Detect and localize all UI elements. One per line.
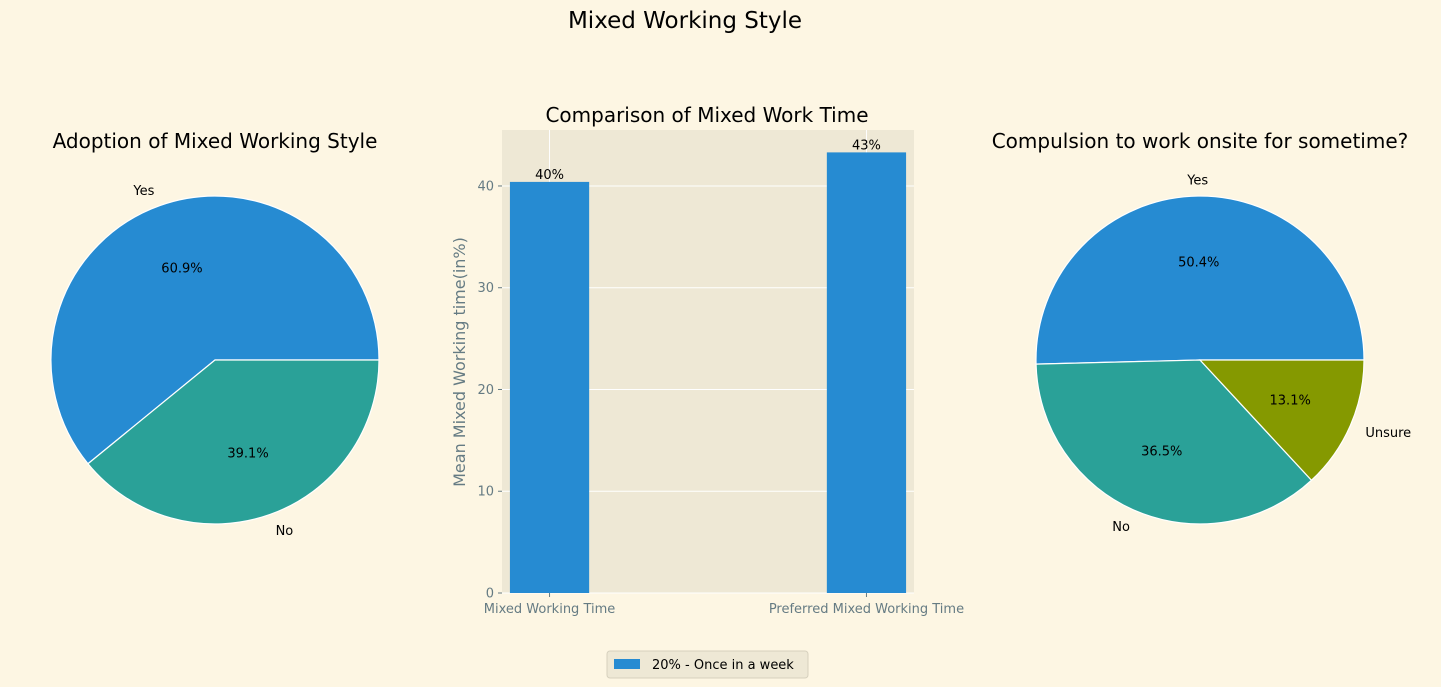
legend-swatch	[614, 659, 640, 669]
bar-xtick-label: Mixed Working Time	[484, 602, 615, 617]
pie-compulsion-title: Compulsion to work onsite for sometime?	[992, 129, 1409, 153]
bar-ytick-label: 40	[477, 179, 494, 194]
pie-adoption-slice-yes	[50, 195, 380, 465]
pie-compulsion-pct-no: 36.5%	[1141, 445, 1182, 460]
bar-y-axis-label: Mean Mixed Working time(in%)	[450, 237, 469, 487]
pie-compulsion-label-no: No	[1112, 520, 1130, 535]
legend-label: 20% - Once in a week	[652, 658, 794, 673]
pie-adoption-pct-yes: 60.9%	[161, 261, 202, 276]
pie-compulsion-label-yes: Yes	[1186, 174, 1208, 189]
bar-chart-comparison: Comparison of Mixed Work Time 40% 43% 0 10…	[450, 103, 964, 617]
bar-ytick-label: 10	[477, 485, 494, 500]
pie-adoption-label-no: No	[276, 524, 294, 539]
pie-compulsion-slice-no	[1035, 359, 1313, 525]
bar-data-label: 40%	[535, 168, 564, 183]
legend: 20% - Once in a week	[606, 650, 809, 679]
pie-compulsion-pct-unsure: 13.1%	[1270, 393, 1311, 408]
pie-adoption-title: Adoption of Mixed Working Style	[53, 129, 378, 153]
pie-adoption-slice-no	[87, 359, 380, 525]
pie-compulsion-slice-yes	[1035, 195, 1365, 365]
bar-xtick-label: Preferred Mixed Working Time	[769, 602, 964, 617]
bar-data-label: 43%	[852, 138, 881, 153]
bar-ytick-label: 0	[486, 587, 494, 602]
bar-chart-title: Comparison of Mixed Work Time	[545, 103, 868, 127]
bar-ytick-label: 30	[477, 281, 494, 296]
figure-suptitle: Mixed Working Style	[568, 8, 802, 34]
pie-compulsion-slice-unsure	[1198, 359, 1365, 482]
pie-chart-adoption: Adoption of Mixed Working Style Yes 60.9%…	[50, 129, 380, 539]
bar-preferred-mixed-working-time	[826, 152, 907, 593]
pie-chart-compulsion: Compulsion to work onsite for sometime? …	[992, 129, 1411, 535]
pie-compulsion-pct-yes: 50.4%	[1178, 256, 1219, 271]
pie-adoption-label-yes: Yes	[132, 184, 154, 199]
bar-mixed-working-time	[509, 181, 590, 593]
legend-box	[606, 650, 809, 679]
pie-compulsion-label-unsure: Unsure	[1365, 426, 1411, 441]
pie-adoption-pct-no: 39.1%	[227, 447, 268, 462]
bar-ytick-label: 20	[477, 383, 494, 398]
